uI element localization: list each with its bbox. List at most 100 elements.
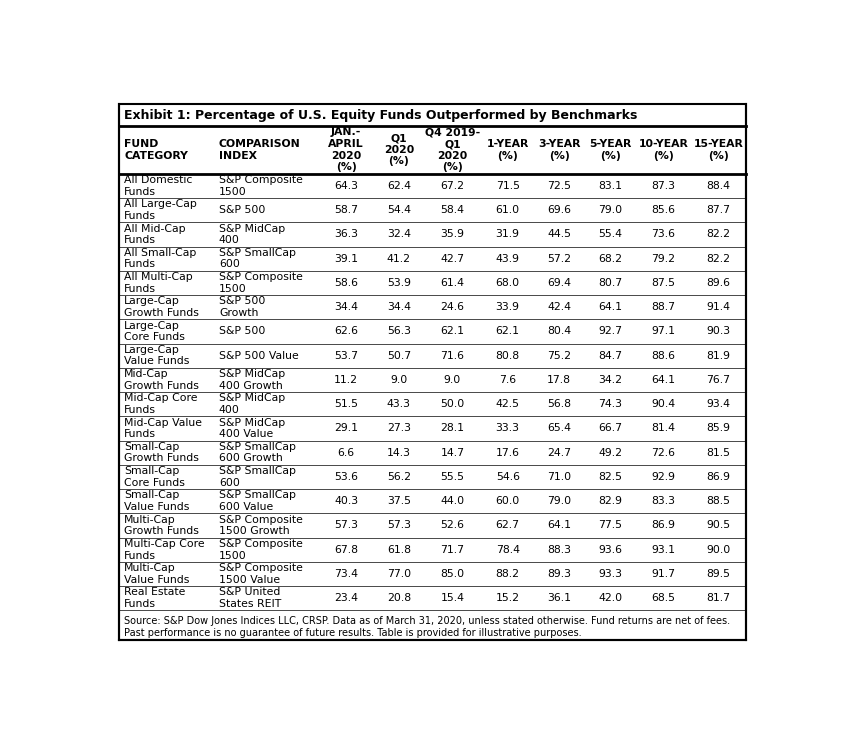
Text: 90.0: 90.0 [706,544,730,555]
Text: 81.9: 81.9 [706,350,730,361]
Text: S&P SmallCap
600 Value: S&P SmallCap 600 Value [219,491,296,512]
Text: 62.7: 62.7 [495,520,520,531]
Text: 78.4: 78.4 [495,544,520,555]
Text: 58.4: 58.4 [441,205,464,215]
Text: Multi-Cap
Growth Funds: Multi-Cap Growth Funds [124,515,199,536]
Text: All Large-Cap
Funds: All Large-Cap Funds [124,199,197,221]
Text: 79.0: 79.0 [598,205,623,215]
Text: S&P Composite
1500 Growth: S&P Composite 1500 Growth [219,515,303,536]
Text: Small-Cap
Growth Funds: Small-Cap Growth Funds [124,442,199,464]
Text: 82.2: 82.2 [706,230,730,239]
Text: 43.3: 43.3 [387,399,411,409]
Text: 42.4: 42.4 [547,302,571,312]
Text: 50.0: 50.0 [441,399,464,409]
Text: 24.6: 24.6 [441,302,464,312]
Text: 64.1: 64.1 [547,520,571,531]
Text: 5-YEAR
(%): 5-YEAR (%) [589,139,631,161]
Text: S&P 500: S&P 500 [219,326,265,337]
Text: 85.9: 85.9 [706,424,730,433]
Text: 61.0: 61.0 [495,205,520,215]
Text: 53.6: 53.6 [334,472,358,482]
Text: 57.2: 57.2 [547,254,571,263]
Text: 92.9: 92.9 [652,472,675,482]
Text: 62.4: 62.4 [387,181,411,191]
Text: 81.4: 81.4 [652,424,675,433]
Text: 57.3: 57.3 [387,520,411,531]
Text: 64.1: 64.1 [652,375,675,385]
Text: 54.4: 54.4 [387,205,411,215]
Text: 43.9: 43.9 [495,254,520,263]
Text: 34.4: 34.4 [334,302,358,312]
Text: 68.0: 68.0 [495,278,520,288]
Text: Small-Cap
Core Funds: Small-Cap Core Funds [124,466,185,488]
Text: 69.4: 69.4 [547,278,571,288]
Text: 89.5: 89.5 [706,569,730,579]
Text: 93.1: 93.1 [652,544,675,555]
Text: 7.6: 7.6 [499,375,517,385]
Text: 88.3: 88.3 [547,544,571,555]
Text: 85.0: 85.0 [441,569,464,579]
Text: S&P MidCap
400: S&P MidCap 400 [219,223,285,245]
Text: FUND
CATEGORY: FUND CATEGORY [124,139,188,161]
Text: 86.9: 86.9 [706,472,730,482]
Text: 68.2: 68.2 [598,254,623,263]
Text: S&P MidCap
400 Growth: S&P MidCap 400 Growth [219,369,285,391]
Text: 57.3: 57.3 [334,520,358,531]
Text: 23.4: 23.4 [334,593,358,603]
Text: 50.7: 50.7 [387,350,411,361]
Text: 58.6: 58.6 [334,278,358,288]
Text: S&P Composite
1500: S&P Composite 1500 [219,175,303,197]
Text: S&P SmallCap
600: S&P SmallCap 600 [219,466,296,488]
Text: 9.0: 9.0 [390,375,408,385]
Text: 73.6: 73.6 [652,230,675,239]
Text: 62.1: 62.1 [441,326,464,337]
Text: 20.8: 20.8 [387,593,411,603]
Text: 75.2: 75.2 [547,350,571,361]
Text: All Domestic
Funds: All Domestic Funds [124,175,192,197]
Text: 34.4: 34.4 [387,302,411,312]
Text: 65.4: 65.4 [547,424,571,433]
Text: 81.7: 81.7 [706,593,730,603]
Text: Mid-Cap
Growth Funds: Mid-Cap Growth Funds [124,369,199,391]
Text: 93.4: 93.4 [706,399,730,409]
Text: 42.7: 42.7 [441,254,464,263]
Text: Q1
2020
(%): Q1 2020 (%) [384,134,414,167]
Text: 53.9: 53.9 [387,278,411,288]
Text: 88.2: 88.2 [495,569,520,579]
Text: 74.3: 74.3 [598,399,623,409]
Text: 79.2: 79.2 [652,254,675,263]
Text: 87.5: 87.5 [652,278,675,288]
Text: 82.9: 82.9 [598,496,623,506]
Text: 90.5: 90.5 [706,520,730,531]
Text: Mid-Cap Core
Funds: Mid-Cap Core Funds [124,393,197,415]
Text: 93.3: 93.3 [598,569,623,579]
Text: S&P MidCap
400: S&P MidCap 400 [219,393,285,415]
Text: 92.7: 92.7 [598,326,623,337]
Text: 56.3: 56.3 [387,326,411,337]
Text: S&P Composite
1500: S&P Composite 1500 [219,539,303,560]
Text: S&P SmallCap
600 Growth: S&P SmallCap 600 Growth [219,442,296,464]
Text: 35.9: 35.9 [441,230,464,239]
Text: Source: S&P Dow Jones Indices LLC, CRSP. Data as of March 31, 2020, unless state: Source: S&P Dow Jones Indices LLC, CRSP.… [124,616,730,626]
Text: 24.7: 24.7 [547,448,571,458]
Text: Small-Cap
Value Funds: Small-Cap Value Funds [124,491,189,512]
Text: 3-YEAR
(%): 3-YEAR (%) [538,139,581,161]
Text: 42.0: 42.0 [598,593,623,603]
Text: Multi-Cap Core
Funds: Multi-Cap Core Funds [124,539,205,560]
Text: 82.2: 82.2 [706,254,730,263]
Text: S&P 500: S&P 500 [219,205,265,215]
Text: 71.0: 71.0 [547,472,571,482]
Text: 80.7: 80.7 [598,278,623,288]
Text: All Mid-Cap
Funds: All Mid-Cap Funds [124,223,186,245]
Text: 17.8: 17.8 [547,375,571,385]
Text: JAN.-
APRIL
2020
(%): JAN.- APRIL 2020 (%) [328,128,364,172]
Text: 15-YEAR
(%): 15-YEAR (%) [694,139,744,161]
Text: 31.9: 31.9 [495,230,520,239]
Text: 39.1: 39.1 [334,254,358,263]
Text: Real Estate
Funds: Real Estate Funds [124,587,186,609]
Text: 41.2: 41.2 [387,254,411,263]
Text: 51.5: 51.5 [334,399,358,409]
Text: S&P Composite
1500: S&P Composite 1500 [219,272,303,294]
Text: 55.5: 55.5 [441,472,464,482]
Text: 58.7: 58.7 [334,205,358,215]
